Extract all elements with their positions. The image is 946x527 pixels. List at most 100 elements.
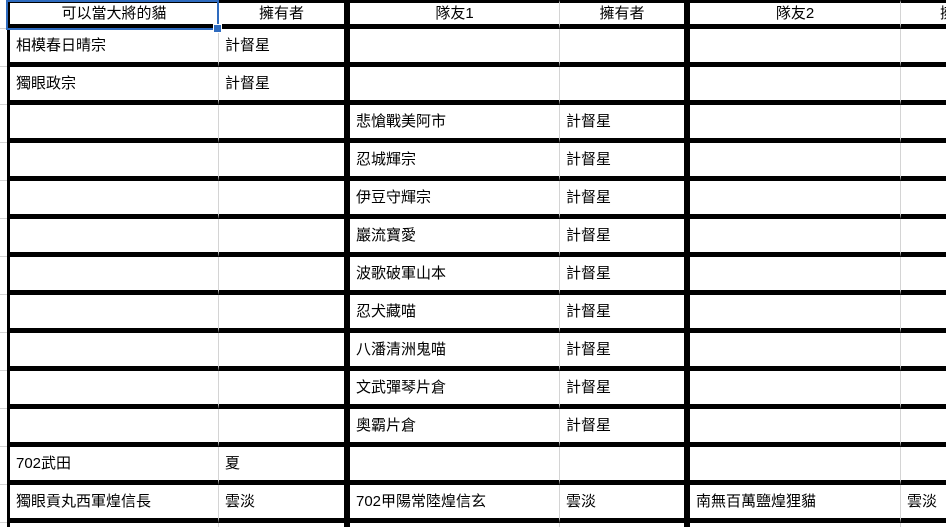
cell-r4c0[interactable] (7, 143, 218, 181)
cell-r10c5[interactable] (900, 371, 946, 409)
cell-r10c1[interactable] (218, 371, 344, 409)
cell-r2c5[interactable] (900, 67, 946, 105)
header-cell[interactable]: 隊友2 (684, 0, 900, 29)
cell-r4c1[interactable] (218, 143, 344, 181)
cell-r9c4[interactable] (684, 333, 900, 371)
header-cell[interactable]: 隊友1 (344, 0, 559, 29)
header-cell[interactable]: 可以當大將的貓 (7, 0, 218, 29)
cell-r8c5[interactable] (900, 295, 946, 333)
cell-r7c0[interactable] (7, 257, 218, 295)
cell-r5c1[interactable] (218, 181, 344, 219)
cell-r6c5[interactable] (900, 219, 946, 257)
cell-r3c1[interactable] (218, 105, 344, 143)
cell-r5c4[interactable] (684, 181, 900, 219)
cell-r4c5[interactable] (900, 143, 946, 181)
cell-r12c0[interactable]: 702武田 (7, 447, 218, 485)
cell-r13c5[interactable]: 雲淡 (900, 485, 946, 523)
cell-r1c2[interactable] (344, 29, 559, 67)
cell-r9c2[interactable]: 八潘清洲鬼喵 (344, 333, 559, 371)
cell-r4c2[interactable]: 忍城輝宗 (344, 143, 559, 181)
cell-r4c3[interactable]: 計督星 (559, 143, 684, 181)
gutter-gridline (0, 294, 7, 295)
cell-r8c2[interactable]: 忍犬藏喵 (344, 295, 559, 333)
cell-partial-c4[interactable] (684, 523, 900, 527)
cell-r13c0[interactable]: 獨眼貢丸西軍煌信長 (7, 485, 218, 523)
cell-r7c3[interactable]: 計督星 (559, 257, 684, 295)
cell-r9c5[interactable] (900, 333, 946, 371)
header-cell[interactable]: 擁有者 (900, 0, 946, 29)
cell-r3c2[interactable]: 悲愴戰美阿市 (344, 105, 559, 143)
cell-r13c3[interactable]: 雲淡 (559, 485, 684, 523)
cell-r12c5[interactable] (900, 447, 946, 485)
cell-r2c4[interactable] (684, 67, 900, 105)
cell-partial-c3[interactable] (559, 523, 684, 527)
cell-r1c0[interactable]: 相模春日晴宗 (7, 29, 218, 67)
cell-r7c5[interactable] (900, 257, 946, 295)
gutter-gridline (0, 408, 7, 409)
cell-r11c4[interactable] (684, 409, 900, 447)
cell-r8c1[interactable] (218, 295, 344, 333)
cell-r3c4[interactable] (684, 105, 900, 143)
gutter-gridline (0, 28, 7, 29)
cell-r6c1[interactable] (218, 219, 344, 257)
cell-r6c4[interactable] (684, 219, 900, 257)
cell-r11c1[interactable] (218, 409, 344, 447)
cell-r12c1[interactable]: 夏 (218, 447, 344, 485)
header-cell[interactable]: 擁有者 (218, 0, 344, 29)
cell-r12c3[interactable] (559, 447, 684, 485)
cell-r12c4[interactable] (684, 447, 900, 485)
cell-r2c0[interactable]: 獨眼政宗 (7, 67, 218, 105)
cell-r8c3[interactable]: 計督星 (559, 295, 684, 333)
cell-r7c2[interactable]: 波歌破軍山本 (344, 257, 559, 295)
cell-r12c2[interactable] (344, 447, 559, 485)
cell-r11c2[interactable]: 奧霸片倉 (344, 409, 559, 447)
cell-r6c3[interactable]: 計督星 (559, 219, 684, 257)
cell-r9c1[interactable] (218, 333, 344, 371)
cell-r2c3[interactable] (559, 67, 684, 105)
cell-partial-c0[interactable] (7, 523, 218, 527)
cell-r1c5[interactable] (900, 29, 946, 67)
cell-r11c3[interactable]: 計督星 (559, 409, 684, 447)
cell-r10c4[interactable] (684, 371, 900, 409)
cell-r3c5[interactable] (900, 105, 946, 143)
gutter-gridline (0, 446, 7, 447)
cell-r13c4[interactable]: 南無百萬鹽煌狸貓 (684, 485, 900, 523)
cell-r6c0[interactable] (7, 219, 218, 257)
cell-partial-c5[interactable] (900, 523, 946, 527)
cell-r7c1[interactable] (218, 257, 344, 295)
cell-r2c2[interactable] (344, 67, 559, 105)
gutter-gridline (0, 66, 7, 67)
cell-r11c5[interactable] (900, 409, 946, 447)
cell-r3c0[interactable] (7, 105, 218, 143)
cell-r1c1[interactable]: 計督星 (218, 29, 344, 67)
fill-handle[interactable] (213, 24, 222, 33)
gutter-gridline (0, 104, 7, 105)
cell-r9c0[interactable] (7, 333, 218, 371)
cell-r4c4[interactable] (684, 143, 900, 181)
cell-r2c1[interactable]: 計督星 (218, 67, 344, 105)
cell-r5c5[interactable] (900, 181, 946, 219)
cell-r13c1[interactable]: 雲淡 (218, 485, 344, 523)
cell-partial-c1[interactable] (218, 523, 344, 527)
cell-r11c0[interactable] (7, 409, 218, 447)
cell-r5c0[interactable] (7, 181, 218, 219)
header-cell[interactable]: 擁有者 (559, 0, 684, 29)
grid: 可以當大將的貓擁有者隊友1擁有者隊友2擁有者相模春日晴宗計督星獨眼政宗計督星悲愴… (7, 0, 946, 527)
gutter-gridline (0, 332, 7, 333)
cell-r8c0[interactable] (7, 295, 218, 333)
cell-r9c3[interactable]: 計督星 (559, 333, 684, 371)
cell-r7c4[interactable] (684, 257, 900, 295)
gutter-gridline (0, 484, 7, 485)
cell-r10c2[interactable]: 文武彈琴片倉 (344, 371, 559, 409)
cell-r5c3[interactable]: 計督星 (559, 181, 684, 219)
cell-partial-c2[interactable] (344, 523, 559, 527)
cell-r13c2[interactable]: 702甲陽常陸煌信玄 (344, 485, 559, 523)
cell-r1c4[interactable] (684, 29, 900, 67)
cell-r10c0[interactable] (7, 371, 218, 409)
cell-r8c4[interactable] (684, 295, 900, 333)
cell-r5c2[interactable]: 伊豆守輝宗 (344, 181, 559, 219)
cell-r1c3[interactable] (559, 29, 684, 67)
cell-r6c2[interactable]: 巖流寶愛 (344, 219, 559, 257)
cell-r3c3[interactable]: 計督星 (559, 105, 684, 143)
cell-r10c3[interactable]: 計督星 (559, 371, 684, 409)
